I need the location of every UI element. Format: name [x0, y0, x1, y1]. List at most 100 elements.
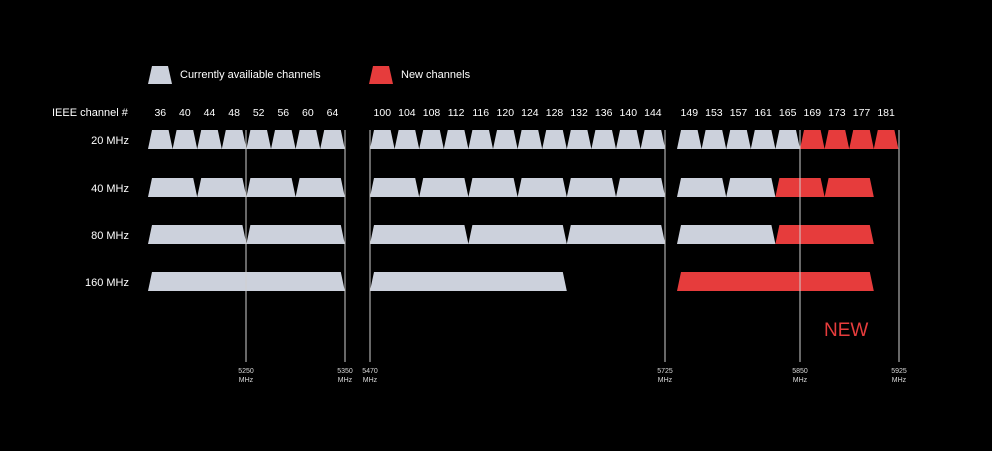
channel-block-80-mhz-149: [677, 225, 776, 244]
channel-block-80-mhz-100: [370, 225, 469, 244]
channel-label-112: 112: [448, 107, 465, 119]
channel-block-20-mhz-157: [726, 130, 751, 149]
new-badge: NEW: [824, 320, 868, 341]
channel-block-20-mhz-153: [701, 130, 727, 149]
frequency-value-5725: 5725: [657, 368, 673, 375]
new-channel-block-160-mhz-149: [677, 272, 874, 291]
channel-block-20-mhz-36: [148, 130, 173, 149]
channel-block-80-mhz-116: [468, 225, 567, 244]
channel-block-20-mhz-104: [394, 130, 420, 149]
frequency-value-5250: 5250: [238, 368, 254, 375]
channel-block-80-mhz-132: [566, 225, 666, 244]
frequency-value-5850: 5850: [792, 368, 808, 375]
frequency-unit-5925: MHz: [892, 377, 907, 384]
channel-block-20-mhz-48: [221, 130, 247, 149]
channel-block-20-mhz-112: [443, 130, 469, 149]
channel-label-149: 149: [681, 107, 699, 119]
new-channel-block-40-mhz-173: [824, 178, 874, 197]
channel-block-20-mhz-108: [419, 130, 444, 149]
channel-label-56: 56: [277, 107, 289, 119]
channel-block-20-mhz-116: [468, 130, 493, 149]
channel-label-140: 140: [620, 107, 638, 119]
channel-row-header: IEEE channel #: [52, 107, 129, 119]
channel-label-52: 52: [253, 107, 265, 119]
channel-block-20-mhz-128: [542, 130, 567, 149]
frequency-unit-5470: MHz: [363, 377, 378, 384]
channel-label-153: 153: [705, 107, 723, 119]
row-label-160-mhz: 160 MHz: [85, 277, 129, 289]
channel-block-20-mhz-56: [271, 130, 296, 149]
channel-label-116: 116: [472, 107, 489, 119]
channel-number-labels: 36 40 44 48 52 56 60 64 100 104 108 112 116 120 124 128…: [154, 107, 895, 119]
channel-block-20-mhz-165: [775, 130, 800, 149]
channel-block-20-mhz-100: [370, 130, 395, 149]
channel-block-40-mhz-140: [616, 178, 666, 197]
channel-label-104: 104: [398, 107, 416, 119]
channel-block-40-mhz-157: [726, 178, 776, 197]
channel-block-20-mhz-149: [677, 130, 702, 149]
channel-label-169: 169: [804, 107, 822, 119]
channel-block-40-mhz-108: [419, 178, 469, 197]
channel-block-40-mhz-36: [148, 178, 198, 197]
channel-block-40-mhz-60: [295, 178, 345, 197]
legend-new-label: New channels: [401, 69, 471, 81]
frequency-value-5925: 5925: [891, 368, 907, 375]
channel-label-64: 64: [327, 107, 339, 119]
channel-block-20-mhz-120: [493, 130, 518, 149]
row-label-80-mhz: 80 MHz: [91, 230, 129, 242]
frequency-unit-5350: MHz: [338, 377, 353, 384]
channel-label-173: 173: [828, 107, 846, 119]
frequency-marker-lines: [245, 130, 900, 362]
new-channel-block-20-mhz-181: [873, 130, 899, 149]
channel-label-36: 36: [154, 107, 166, 119]
channel-label-124: 124: [521, 107, 539, 119]
channel-block-20-mhz-144: [640, 130, 666, 149]
channel-label-157: 157: [730, 107, 748, 119]
channel-label-132: 132: [570, 107, 588, 119]
legend: Currently availiable channels New channe…: [148, 66, 471, 84]
new-channel-block-80-mhz-165: [775, 225, 874, 244]
channel-label-100: 100: [374, 107, 392, 119]
channel-block-20-mhz-136: [591, 130, 616, 149]
row-label-40-mhz: 40 MHz: [91, 183, 129, 195]
channel-label-136: 136: [595, 107, 613, 119]
channel-block-80-mhz-52: [246, 225, 345, 244]
frequency-value-5350: 5350: [337, 368, 353, 375]
channel-label-120: 120: [497, 107, 515, 119]
channel-label-181: 181: [877, 107, 895, 119]
channel-label-144: 144: [644, 107, 662, 119]
new-channel-block-20-mhz-169: [800, 130, 825, 149]
channel-label-165: 165: [779, 107, 797, 119]
channel-label-40: 40: [179, 107, 191, 119]
channel-block-40-mhz-149: [677, 178, 727, 197]
channel-label-161: 161: [754, 107, 772, 119]
bandwidth-row-labels: 20 MHz 40 MHz 80 MHz 160 MHz: [85, 135, 129, 289]
new-channel-block-20-mhz-177: [849, 130, 874, 149]
frequency-marker-labels: 5250 MHz 5350 MHz 5470 MHz 5725 MHz 5850 MHz 5925 M…: [238, 368, 907, 384]
new-channel-block-20-mhz-173: [824, 130, 850, 149]
channel-block-40-mhz-132: [566, 178, 616, 197]
channel-label-177: 177: [853, 107, 871, 119]
channel-label-60: 60: [302, 107, 314, 119]
row-label-20-mhz: 20 MHz: [91, 135, 129, 147]
legend-new-swatch: [369, 66, 393, 84]
channel-block-20-mhz-60: [295, 130, 321, 149]
channel-block-20-mhz-140: [616, 130, 641, 149]
channel-block-40-mhz-44: [197, 178, 247, 197]
channel-label-108: 108: [423, 107, 441, 119]
channel-block-80-mhz-36: [148, 225, 247, 244]
channel-block-20-mhz-161: [750, 130, 776, 149]
channel-block-40-mhz-124: [517, 178, 567, 197]
channel-block-20-mhz-44: [197, 130, 222, 149]
channel-blocks: [148, 130, 899, 291]
legend-current-label: Currently availiable channels: [180, 69, 321, 81]
channel-label-128: 128: [546, 107, 564, 119]
frequency-unit-5250: MHz: [239, 377, 254, 384]
channel-block-40-mhz-52: [246, 178, 296, 197]
frequency-unit-5850: MHz: [793, 377, 808, 384]
legend-current-swatch: [148, 66, 172, 84]
frequency-unit-5725: MHz: [658, 377, 673, 384]
channel-block-20-mhz-40: [172, 130, 198, 149]
channel-block-40-mhz-116: [468, 178, 518, 197]
